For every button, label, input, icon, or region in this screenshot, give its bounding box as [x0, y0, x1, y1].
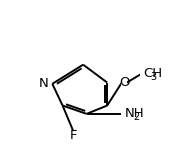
Text: F: F	[70, 129, 77, 142]
Text: CH: CH	[143, 67, 162, 80]
Text: 2: 2	[133, 112, 139, 123]
Text: N: N	[39, 77, 48, 90]
Bar	[40, 80, 47, 88]
Text: NH: NH	[125, 107, 145, 120]
Bar	[70, 131, 77, 140]
Text: O: O	[119, 76, 130, 89]
Text: 3: 3	[151, 72, 157, 82]
Bar	[122, 110, 135, 118]
Bar	[140, 69, 154, 78]
Bar	[121, 78, 127, 87]
